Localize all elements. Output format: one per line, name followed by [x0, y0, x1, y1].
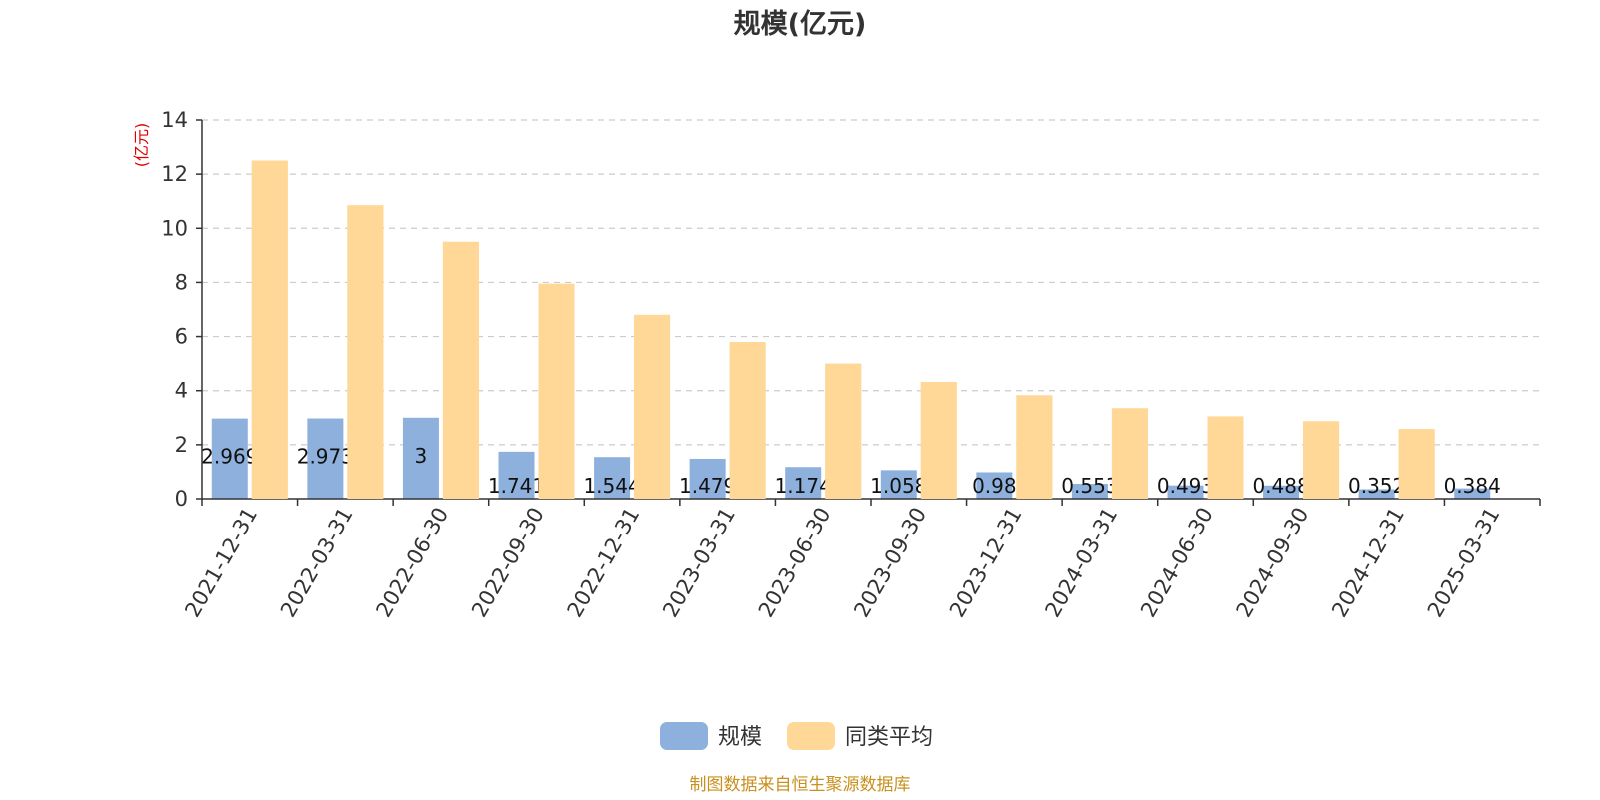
legend-label: 同类平均 [845, 725, 933, 750]
bar-scale [1454, 488, 1491, 499]
bar-category-average-overlay [1016, 395, 1053, 499]
legend-swatch [787, 722, 835, 750]
data-label-scale: 0.352 [1348, 474, 1405, 498]
data-label-scale: 1.544 [583, 474, 640, 498]
bar-scale [785, 467, 822, 499]
data-labels: 2.969 2.973 3 1.741 1.544 1.479 1.174 1.058 0.98… [201, 160, 1501, 500]
data-label-scale: 0.384 [1444, 474, 1501, 498]
bar-category-average-overlay [251, 160, 288, 499]
data-label-scale: 0.493 [1157, 474, 1214, 498]
y-tick-label: 4 [175, 379, 188, 403]
x-category-label: 2023-12-31 [945, 504, 1027, 622]
bar-category-average-overlay [825, 363, 862, 499]
bar-scale [1358, 489, 1395, 499]
data-label-scale: 0.553 [1061, 474, 1118, 498]
bar-scale [211, 418, 248, 499]
chart-title: 规模(亿元) [734, 9, 867, 40]
bar-category-average-overlay [1303, 421, 1340, 499]
x-category-label: 2024-12-31 [1327, 504, 1409, 622]
bar-category-average-overlay [1111, 408, 1148, 499]
x-category-label: 2021-12-31 [180, 504, 262, 622]
y-tick-label: 14 [161, 108, 188, 132]
x-category-label: 2025-03-31 [1423, 504, 1505, 622]
y-tick-label: 6 [175, 325, 188, 349]
bar-category-average-overlay [1207, 416, 1244, 499]
data-label-scale: 1.174 [775, 474, 832, 498]
y-tick-label: 12 [161, 162, 188, 186]
bar-category-average-overlay [538, 283, 575, 499]
bar-scale [402, 417, 439, 499]
x-category-label: 2022-03-31 [276, 504, 358, 622]
data-label-scale: 2.973 [297, 445, 354, 469]
bar-scale [880, 470, 917, 499]
data-label-scale: 1.058 [870, 474, 927, 498]
x-category-label: 2023-06-30 [754, 504, 836, 622]
y-axis-unit-label: (亿元) [132, 123, 151, 168]
bar-category-average-overlay [442, 241, 479, 500]
x-category-label: 2023-09-30 [849, 504, 931, 622]
bar-scale [594, 457, 631, 499]
bar-category-average-overlay [634, 314, 671, 499]
bar-category-average-overlay [729, 341, 766, 499]
x-category-label: 2024-09-30 [1232, 504, 1314, 622]
bar-category-average-overlay [920, 382, 957, 499]
data-label-scale: 1.741 [488, 474, 545, 498]
y-tick-label: 2 [175, 433, 188, 457]
data-label-scale: 0.488 [1252, 474, 1309, 498]
legend-swatch [660, 722, 708, 750]
bar-scale [689, 458, 726, 499]
bar-scale [307, 418, 344, 499]
legend-label: 规模 [718, 725, 762, 750]
x-category-label: 2023-03-31 [658, 504, 740, 622]
grid-lines [202, 119, 1540, 446]
source-footer: 制图数据来自恒生聚源数据库 [690, 775, 911, 795]
data-label-scale: 3 [415, 444, 428, 468]
bar-scale [1263, 485, 1300, 499]
x-category-label: 2022-06-30 [371, 504, 453, 622]
x-category-label: 2022-12-31 [563, 504, 645, 622]
x-category-label: 2024-06-30 [1136, 504, 1218, 622]
data-label-scale: 1.479 [679, 474, 736, 498]
bar-category-average-overlay [1398, 429, 1435, 499]
y-tick-label: 10 [161, 216, 188, 240]
bar-scale [976, 472, 1013, 499]
legend-item-category-average[interactable]: 同类平均 [787, 722, 933, 750]
y-tick-label: 0 [175, 487, 188, 511]
legend-item-scale[interactable]: 规模 [660, 722, 762, 750]
bar-scale [498, 451, 535, 499]
x-category-label: 2022-09-30 [467, 504, 549, 622]
data-label-scale: 2.969 [201, 445, 258, 469]
data-label-scale: 0.98 [972, 474, 1017, 498]
bar-scale [1071, 484, 1108, 499]
x-category-label: 2024-03-31 [1040, 504, 1122, 622]
bar-category-average-overlay [347, 205, 384, 499]
legend[interactable]: 规模 同类平均 [660, 722, 933, 750]
y-tick-label: 8 [175, 270, 188, 294]
bar-scale [1167, 485, 1204, 499]
